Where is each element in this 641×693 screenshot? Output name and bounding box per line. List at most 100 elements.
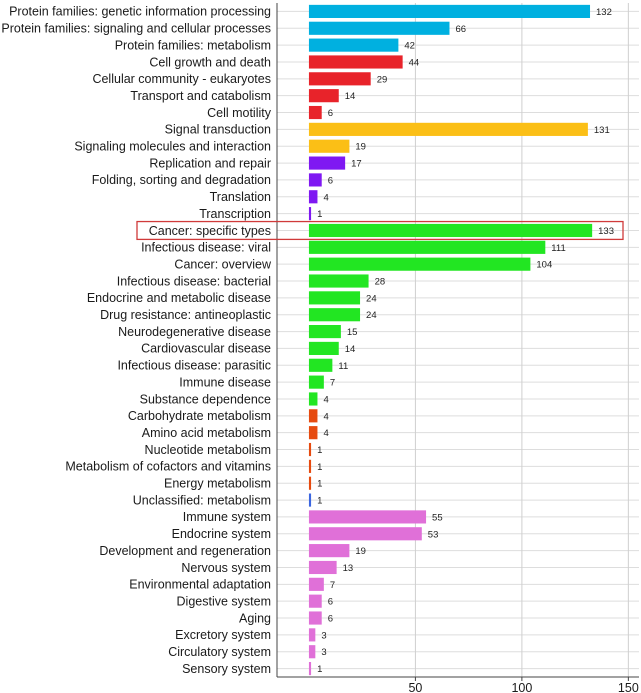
highlight-box-group bbox=[136, 220, 624, 241]
bar-digestive-system bbox=[308, 594, 322, 608]
bar-transcription bbox=[308, 207, 312, 221]
bar-infectious-disease-bacterial bbox=[308, 274, 369, 288]
category-label-digestive-system: Digestive system bbox=[177, 594, 271, 608]
value-label-translation: 4 bbox=[323, 192, 328, 203]
value-label-unclassified-metabolism: 1 bbox=[317, 496, 322, 507]
bar-replication-and-repair bbox=[308, 156, 346, 170]
category-label-aging: Aging bbox=[239, 611, 271, 625]
bar-cellular-community-eukaryotes bbox=[308, 72, 371, 86]
value-label-carbohydrate-metabolism: 4 bbox=[323, 411, 328, 422]
x-tick-label-150: 150 bbox=[618, 681, 639, 693]
category-label-metabolism-of-cofactors-and-vitamins: Metabolism of cofactors and vitamins bbox=[65, 460, 271, 474]
value-label-neurodegenerative-disease: 15 bbox=[347, 327, 358, 338]
bar-energy-metabolism bbox=[308, 476, 312, 490]
category-label-protein-families-metabolism: Protein families: metabolism bbox=[115, 38, 271, 52]
category-label-amino-acid-metabolism: Amino acid metabolism bbox=[142, 426, 271, 440]
highlight-box bbox=[136, 220, 624, 241]
category-label-sensory-system: Sensory system bbox=[182, 662, 271, 676]
value-label-immune-system: 55 bbox=[432, 512, 443, 523]
category-label-immune-disease: Immune disease bbox=[179, 375, 271, 389]
value-label-metabolism-of-cofactors-and-vitamins: 1 bbox=[317, 462, 322, 473]
value-label-development-and-regeneration: 19 bbox=[355, 546, 366, 557]
bar-cell-growth-and-death bbox=[308, 55, 403, 69]
value-label-infectious-disease-parasitic: 11 bbox=[338, 361, 348, 372]
category-label-endocrine-system: Endocrine system bbox=[172, 527, 271, 541]
grid-lines bbox=[277, 3, 639, 677]
category-label-infectious-disease-viral: Infectious disease: viral bbox=[141, 241, 271, 255]
bar-drug-resistance-antineoplastic bbox=[308, 308, 361, 322]
value-label-circulatory-system: 3 bbox=[321, 647, 326, 658]
bar-infectious-disease-parasitic bbox=[308, 358, 333, 372]
value-label-protein-families-genetic-information-processing: 132 bbox=[596, 7, 612, 18]
category-label-substance-dependence: Substance dependence bbox=[140, 392, 271, 406]
category-label-cell-growth-and-death: Cell growth and death bbox=[149, 55, 271, 69]
bar-translation bbox=[308, 190, 318, 204]
bar-endocrine-and-metabolic-disease bbox=[308, 291, 361, 305]
bar-folding-sorting-and-degradation bbox=[308, 173, 322, 187]
category-labels-group: Protein families: genetic information pr… bbox=[1, 5, 272, 676]
value-label-cancer-specific-types: 133 bbox=[598, 226, 614, 237]
category-label-replication-and-repair: Replication and repair bbox=[149, 156, 271, 170]
bar-amino-acid-metabolism bbox=[308, 426, 318, 440]
category-label-translation: Translation bbox=[210, 190, 271, 204]
value-label-replication-and-repair: 17 bbox=[351, 159, 362, 170]
category-label-development-and-regeneration: Development and regeneration bbox=[99, 544, 271, 558]
bar-aging bbox=[308, 611, 322, 625]
bar-neurodegenerative-disease bbox=[308, 325, 341, 339]
category-label-nucleotide-metabolism: Nucleotide metabolism bbox=[145, 443, 271, 457]
category-label-cancer-specific-types: Cancer: specific types bbox=[149, 224, 271, 238]
category-label-signaling-molecules-and-interaction: Signaling molecules and interaction bbox=[74, 140, 271, 154]
bar-endocrine-system bbox=[308, 527, 422, 541]
bar-signal-transduction bbox=[308, 122, 588, 136]
value-label-cancer-overview: 104 bbox=[536, 260, 552, 271]
value-label-endocrine-system: 53 bbox=[428, 529, 439, 540]
category-label-nervous-system: Nervous system bbox=[181, 561, 271, 575]
bar-protein-families-metabolism bbox=[308, 38, 399, 52]
bar-unclassified-metabolism bbox=[308, 493, 312, 507]
category-label-cell-motility: Cell motility bbox=[207, 106, 272, 120]
category-label-transport-and-catabolism: Transport and catabolism bbox=[130, 89, 271, 103]
bar-nervous-system bbox=[308, 560, 337, 575]
bar-signaling-molecules-and-interaction bbox=[308, 139, 350, 153]
category-label-carbohydrate-metabolism: Carbohydrate metabolism bbox=[128, 409, 271, 423]
category-label-neurodegenerative-disease: Neurodegenerative disease bbox=[118, 325, 271, 339]
bar-cancer-specific-types bbox=[308, 223, 593, 238]
bar-excretory-system bbox=[308, 628, 316, 642]
category-label-infectious-disease-bacterial: Infectious disease: bacterial bbox=[117, 274, 271, 288]
category-label-transcription: Transcription bbox=[199, 207, 271, 221]
bar-transport-and-catabolism bbox=[308, 89, 339, 103]
value-label-signaling-molecules-and-interaction: 19 bbox=[355, 142, 366, 153]
value-label-sensory-system: 1 bbox=[317, 664, 322, 675]
category-label-environmental-adaptation: Environmental adaptation bbox=[129, 578, 271, 592]
category-label-infectious-disease-parasitic: Infectious disease: parasitic bbox=[117, 359, 271, 373]
value-label-signal-transduction: 131 bbox=[594, 125, 610, 136]
value-label-cellular-community-eukaryotes: 29 bbox=[377, 74, 388, 85]
x-axis: 50 100 150 bbox=[276, 3, 639, 693]
bar-protein-families-signaling-and-cellular-processes bbox=[308, 21, 450, 35]
value-label-protein-families-signaling-and-cellular-processes: 66 bbox=[455, 24, 466, 35]
value-label-excretory-system: 3 bbox=[321, 630, 326, 641]
category-label-cardiovascular-disease: Cardiovascular disease bbox=[141, 342, 271, 356]
value-label-aging: 6 bbox=[328, 614, 333, 625]
bar-circulatory-system bbox=[308, 645, 316, 659]
category-label-excretory-system: Excretory system bbox=[175, 628, 271, 642]
value-label-amino-acid-metabolism: 4 bbox=[323, 428, 328, 439]
category-label-signal-transduction: Signal transduction bbox=[165, 123, 271, 137]
category-label-protein-families-signaling-and-cellular-processes: Protein families: signaling and cellular… bbox=[1, 22, 271, 36]
category-label-cellular-community-eukaryotes: Cellular community - eukaryotes bbox=[92, 72, 271, 86]
category-label-immune-system: Immune system bbox=[183, 510, 271, 524]
bar-cancer-overview bbox=[308, 257, 531, 271]
value-label-nucleotide-metabolism: 1 bbox=[317, 445, 322, 456]
bar-immune-disease bbox=[308, 375, 324, 389]
value-label-energy-metabolism: 1 bbox=[317, 479, 322, 490]
bar-cardiovascular-disease bbox=[308, 341, 339, 355]
category-label-protein-families-genetic-information-processing: Protein families: genetic information pr… bbox=[9, 5, 271, 19]
bar-substance-dependence bbox=[308, 392, 318, 406]
bar-metabolism-of-cofactors-and-vitamins bbox=[308, 459, 312, 473]
category-label-unclassified-metabolism: Unclassified: metabolism bbox=[133, 493, 271, 507]
bar-protein-families-genetic-information-processing bbox=[308, 4, 591, 18]
bars-group bbox=[308, 4, 593, 676]
category-label-energy-metabolism: Energy metabolism bbox=[164, 477, 271, 491]
category-label-circulatory-system: Circulatory system bbox=[168, 645, 271, 659]
